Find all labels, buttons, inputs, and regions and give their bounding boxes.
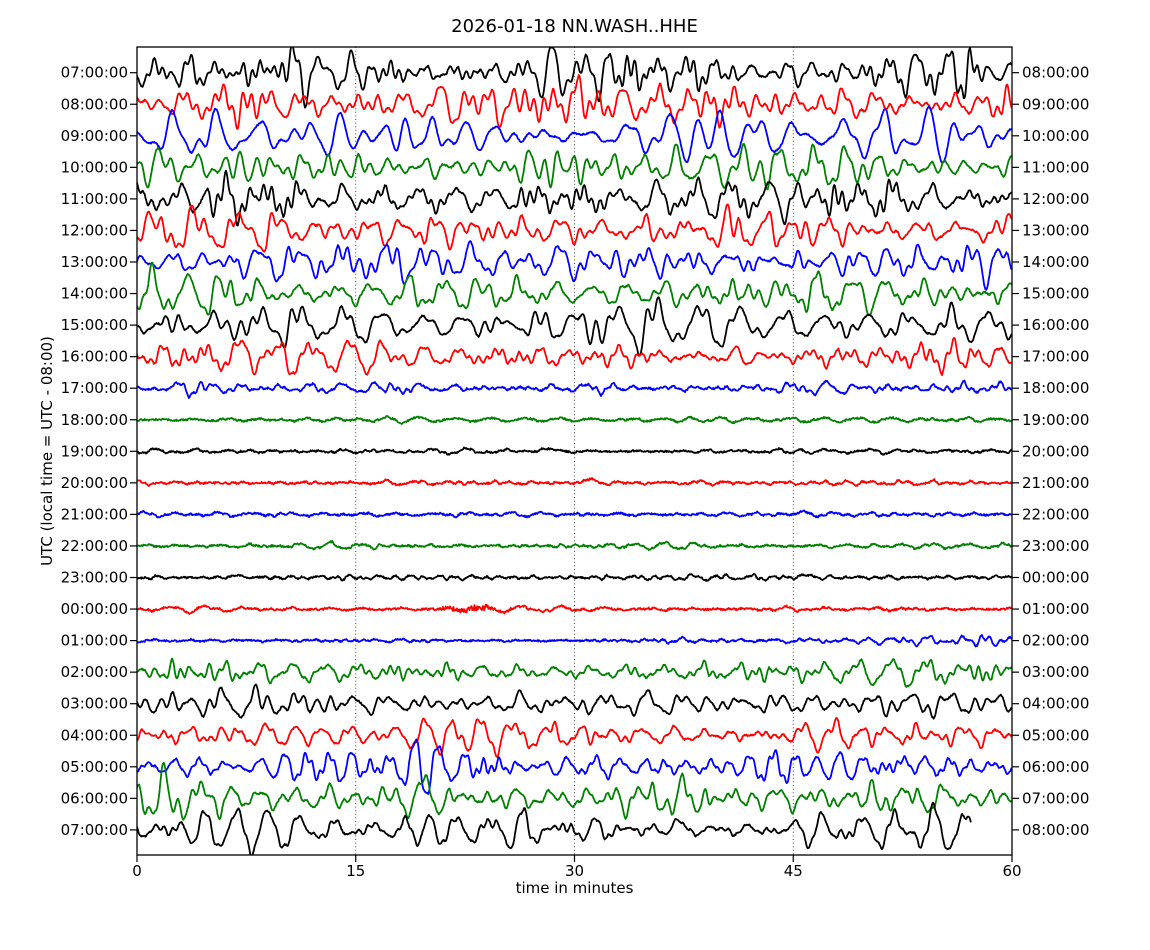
trace-line-210000 — [137, 509, 1012, 519]
y-tick-label-utc: 01:00:00 — [61, 632, 128, 650]
y-tick-label-local: 00:00:00 — [1022, 569, 1089, 587]
y-tick-label-local: 14:00:00 — [1022, 253, 1089, 271]
x-axis-label: time in minutes — [515, 879, 634, 897]
y-tick-label-local: 17:00:00 — [1022, 348, 1089, 366]
y-tick-label-utc: 14:00:00 — [61, 285, 128, 303]
y-tick-label-utc: 04:00:00 — [61, 726, 128, 744]
y-tick-label-utc: 20:00:00 — [61, 474, 128, 492]
y-tick-label-local: 01:00:00 — [1022, 600, 1089, 618]
trace-line-020000 — [137, 657, 1012, 688]
trace-line-170000 — [137, 379, 1012, 399]
trace-line-090000 — [137, 105, 1012, 164]
y-tick-label-local: 02:00:00 — [1022, 632, 1089, 650]
y-tick-label-local: 07:00:00 — [1022, 789, 1089, 807]
y-tick-label-local: 05:00:00 — [1022, 726, 1089, 744]
y-tick-label-local: 12:00:00 — [1022, 190, 1089, 208]
x-tick-label: 15 — [346, 862, 365, 880]
y-tick-label-utc: 06:00:00 — [61, 789, 128, 807]
y-tick-label-utc: 02:00:00 — [61, 663, 128, 681]
trace-line-070000 — [137, 47, 1012, 109]
trace-line-060000 — [137, 762, 1012, 821]
trace-line-000000 — [137, 603, 1012, 615]
y-tick-label-utc: 22:00:00 — [61, 537, 128, 555]
y-tick-label-utc: 09:00:00 — [61, 127, 128, 145]
y-tick-label-local: 03:00:00 — [1022, 663, 1089, 681]
y-tick-label-utc: 23:00:00 — [61, 569, 128, 587]
trace-line-150000 — [137, 296, 1012, 356]
y-tick-label-utc: 17:00:00 — [61, 379, 128, 397]
trace-line-040000 — [137, 717, 1012, 758]
y-tick-label-utc: 21:00:00 — [61, 505, 128, 523]
y-tick-label-utc: 15:00:00 — [61, 316, 128, 334]
y-tick-label-utc: 11:00:00 — [61, 190, 128, 208]
trace-line-140000 — [137, 261, 1012, 317]
trace-line-050000 — [137, 738, 1012, 795]
trace-line-220000 — [137, 540, 1012, 551]
trace-line-200000 — [137, 477, 1012, 487]
y-tick-label-utc: 19:00:00 — [61, 442, 128, 460]
trace-line-100000 — [137, 142, 1012, 191]
y-tick-label-local: 09:00:00 — [1022, 95, 1089, 113]
x-tick-label: 0 — [132, 862, 142, 880]
x-tick-label: 30 — [565, 862, 584, 880]
x-tick-label: 45 — [784, 862, 803, 880]
y-tick-label-local: 16:00:00 — [1022, 316, 1089, 334]
trace-line-010000 — [137, 634, 1012, 648]
y-tick-label-local: 23:00:00 — [1022, 537, 1089, 555]
trace-line-120000 — [137, 203, 1012, 253]
y-tick-label-local: 15:00:00 — [1022, 285, 1089, 303]
trace-group — [137, 47, 1012, 855]
y-tick-label-utc: 12:00:00 — [61, 221, 128, 239]
y-tick-label-local: 18:00:00 — [1022, 379, 1089, 397]
y-tick-label-utc: 05:00:00 — [61, 758, 128, 776]
trace-line-080000 — [137, 74, 1012, 130]
y-tick-label-local: 08:00:00 — [1022, 821, 1089, 839]
y-tick-label-local: 04:00:00 — [1022, 695, 1089, 713]
y-tick-label-local: 19:00:00 — [1022, 411, 1089, 429]
x-tick-label: 60 — [1002, 862, 1021, 880]
y-tick-label-utc: 07:00:00 — [61, 64, 128, 82]
y-tick-label-local: 20:00:00 — [1022, 442, 1089, 460]
y-tick-label-utc: 16:00:00 — [61, 348, 128, 366]
plot-frame — [136, 46, 1013, 856]
y-tick-label-local: 10:00:00 — [1022, 127, 1089, 145]
y-tick-label-utc: 13:00:00 — [61, 253, 128, 271]
trace-line-190000 — [137, 446, 1012, 456]
y-tick-label-local: 13:00:00 — [1022, 221, 1089, 239]
y-tick-label-utc: 18:00:00 — [61, 411, 128, 429]
trace-line-180000 — [137, 414, 1012, 425]
y-tick-label-utc: 08:00:00 — [61, 95, 128, 113]
y-tick-label-local: 08:00:00 — [1022, 64, 1089, 82]
y-tick-label-local: 06:00:00 — [1022, 758, 1089, 776]
y-tick-label-local: 22:00:00 — [1022, 505, 1089, 523]
trace-line-030000 — [137, 683, 1012, 720]
trace-line-110000 — [137, 169, 1012, 227]
y-tick-label-local: 21:00:00 — [1022, 474, 1089, 492]
chart-title: 2026-01-18 NN.WASH..HHE — [451, 16, 698, 37]
trace-line-230000 — [137, 573, 1012, 582]
y-tick-label-utc: 07:00:00 — [61, 821, 128, 839]
trace-line-160000 — [137, 337, 1012, 377]
trace-line-070000 — [137, 801, 972, 855]
y-tick-label-utc: 00:00:00 — [61, 600, 128, 618]
trace-line-130000 — [137, 240, 1012, 291]
y-tick-label-utc: 10:00:00 — [61, 158, 128, 176]
y-tick-label-local: 11:00:00 — [1022, 158, 1089, 176]
y-tick-label-utc: 03:00:00 — [61, 695, 128, 713]
